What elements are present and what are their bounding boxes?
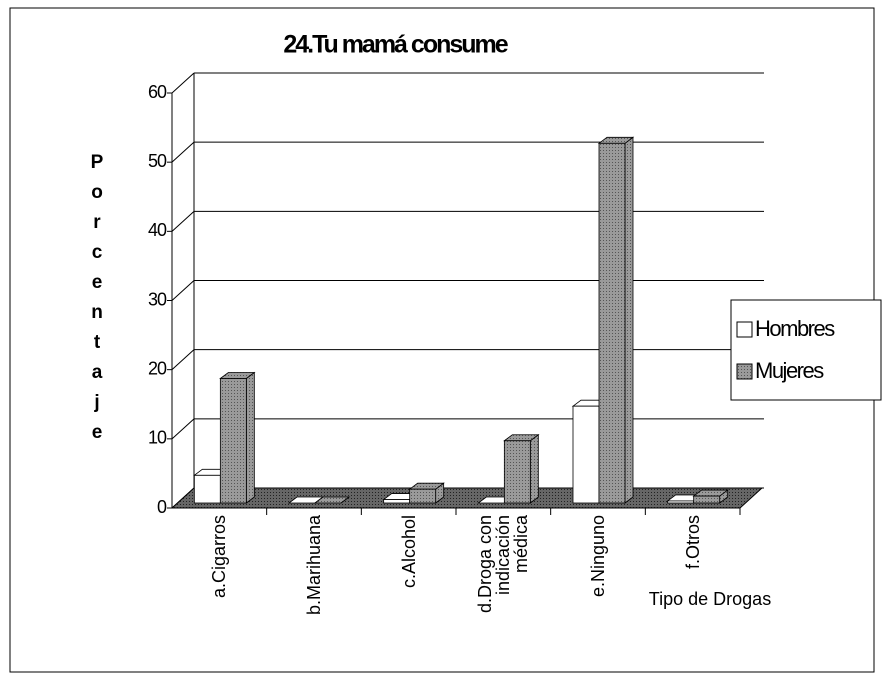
diagonal-tick bbox=[171, 72, 195, 94]
x-tick-label: e.Ninguno bbox=[588, 515, 608, 598]
bar-side bbox=[245, 371, 255, 504]
diagonal-tick bbox=[171, 210, 195, 232]
bar bbox=[383, 499, 411, 504]
y-tick-label: 40 bbox=[148, 220, 167, 240]
legend-box bbox=[730, 299, 882, 401]
x-tick-label: b.Marihuana bbox=[304, 515, 324, 616]
y-tick-label: 10 bbox=[148, 428, 167, 448]
bar bbox=[572, 405, 600, 504]
y-tick-label: 50 bbox=[148, 151, 167, 171]
bar-side bbox=[624, 136, 634, 504]
bar-top bbox=[313, 496, 351, 504]
legend-swatch bbox=[736, 321, 753, 338]
x-tick-label: c.Alcohol bbox=[398, 515, 419, 589]
x-axis-title: Tipo de Drogas bbox=[649, 589, 771, 609]
y-tick-label: 60 bbox=[148, 82, 167, 102]
bar bbox=[503, 440, 531, 504]
y-tick-label: 30 bbox=[148, 289, 167, 309]
bar bbox=[219, 378, 247, 504]
diagonal-tick bbox=[171, 418, 195, 440]
x-tick-label: a.Cigarros bbox=[209, 515, 230, 599]
y-axis-title: Porcentaje bbox=[90, 152, 104, 443]
diagonal-tick bbox=[171, 280, 195, 301]
bar bbox=[667, 500, 695, 504]
bar bbox=[409, 488, 437, 504]
diagonal-tick bbox=[171, 141, 195, 163]
y-tick-label: 20 bbox=[148, 358, 167, 378]
y-tick-label: 0 bbox=[157, 497, 167, 517]
legend-label: Mujeres bbox=[755, 358, 824, 383]
x-tick-label: d.Droga con indicación médica bbox=[475, 515, 532, 614]
chart-title: 24.Tu mamá consume bbox=[283, 31, 508, 59]
bar bbox=[693, 495, 721, 504]
legend-swatch bbox=[736, 363, 753, 380]
bar bbox=[193, 474, 221, 504]
legend-label: Hombres bbox=[755, 316, 835, 341]
diagonal-tick bbox=[171, 349, 195, 371]
bar bbox=[598, 142, 626, 504]
bar-side bbox=[529, 433, 539, 504]
x-tick-label: f.Otros bbox=[682, 515, 703, 570]
